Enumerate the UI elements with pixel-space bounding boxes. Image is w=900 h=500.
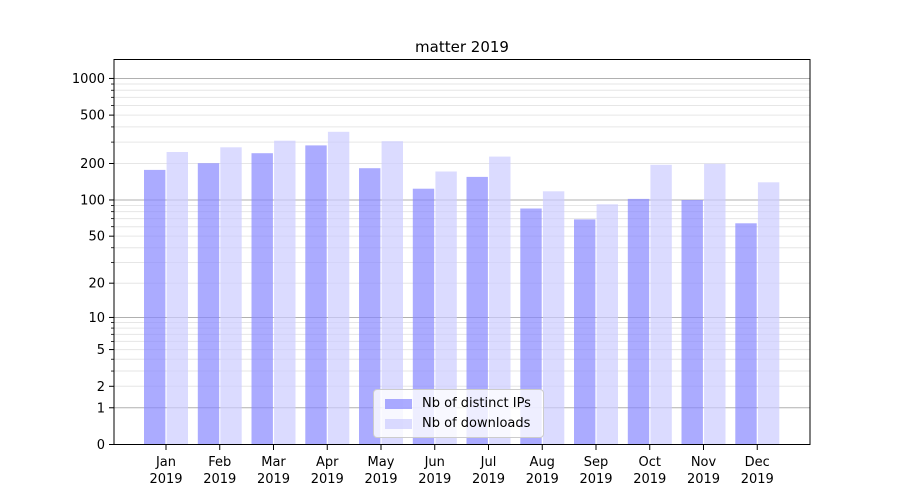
- x-tick-label: May: [368, 455, 395, 470]
- x-tick-label: Sep: [584, 455, 609, 470]
- legend-swatch-downloads: [385, 418, 412, 429]
- x-tick-label: Jan: [155, 455, 176, 470]
- x-tick-label: 2019: [687, 472, 720, 487]
- bar-downloads: [274, 140, 296, 445]
- y-tick-label: 5: [97, 343, 105, 358]
- x-tick-label: Aug: [530, 455, 555, 470]
- bar-distinct-ips: [412, 188, 435, 445]
- legend-label-downloads: Nb of downloads: [422, 415, 531, 431]
- x-tick-label: 2019: [203, 472, 236, 487]
- y-tick-label: 200: [80, 157, 105, 172]
- legend-item-distinct-ips: Nb of distinct IPs: [385, 396, 543, 412]
- x-tick-label: 2019: [472, 472, 505, 487]
- bar-distinct-ips: [520, 208, 542, 445]
- y-tick-label: 2: [97, 380, 105, 395]
- x-tick-label: Jul: [480, 455, 497, 470]
- bar-distinct-ips: [197, 163, 220, 445]
- x-tick-label: 2019: [149, 472, 182, 487]
- legend-label-distinct-ips: Nb of distinct IPs: [422, 395, 531, 411]
- bar-distinct-ips: [627, 198, 650, 445]
- bar-downloads: [542, 191, 565, 445]
- x-tick-label: 2019: [257, 472, 290, 487]
- bar-downloads: [650, 164, 672, 445]
- y-tick-label: 100: [80, 194, 105, 209]
- legend: Nb of distinct IPs Nb of downloads: [373, 389, 544, 438]
- bar-distinct-ips: [144, 169, 166, 445]
- x-tick-label: Mar: [261, 455, 286, 470]
- y-tick-label: 500: [80, 109, 105, 124]
- y-tick-label: 20: [88, 277, 105, 292]
- bar-distinct-ips: [735, 223, 757, 445]
- x-tick-label: 2019: [311, 472, 344, 487]
- bar-downloads: [435, 171, 457, 445]
- x-tick-label: Oct: [639, 455, 661, 470]
- chart-title: matter 2019: [415, 38, 509, 56]
- plot-border: [113, 59, 811, 445]
- bar-distinct-ips: [359, 168, 381, 445]
- x-tick-label: Feb: [208, 455, 231, 470]
- x-tick-label: Dec: [745, 455, 770, 470]
- x-tick-label: 2019: [579, 472, 612, 487]
- y-tick-label: 1: [97, 401, 105, 416]
- bar-distinct-ips: [681, 200, 703, 445]
- x-tick-label: 2019: [741, 472, 774, 487]
- legend-item-downloads: Nb of downloads: [385, 416, 543, 432]
- bar-downloads: [757, 182, 780, 445]
- bar-downloads: [489, 156, 511, 445]
- bar-downloads: [381, 141, 403, 445]
- x-tick-label: 2019: [418, 472, 451, 487]
- bar-downloads: [704, 163, 726, 445]
- bar-distinct-ips: [466, 176, 488, 445]
- bar-distinct-ips: [574, 219, 596, 445]
- bar-distinct-ips: [251, 153, 273, 445]
- y-tick-label: 50: [88, 230, 105, 245]
- legend-swatch-distinct-ips: [385, 398, 412, 409]
- bar-downloads: [166, 152, 188, 445]
- y-tick-label: 10: [88, 311, 105, 326]
- x-tick-label: 2019: [526, 472, 559, 487]
- x-tick-label: Jun: [424, 455, 445, 470]
- bar-downloads: [596, 204, 618, 445]
- x-tick-label: Nov: [691, 455, 717, 470]
- bar-distinct-ips: [305, 145, 327, 445]
- x-tick-label: Apr: [316, 455, 339, 470]
- bar-downloads: [220, 147, 242, 445]
- y-tick-label: 0: [97, 438, 105, 453]
- y-tick-label: 1000: [72, 72, 105, 87]
- x-tick-label: 2019: [633, 472, 666, 487]
- x-tick-label: 2019: [364, 472, 397, 487]
- bar-downloads: [327, 131, 350, 445]
